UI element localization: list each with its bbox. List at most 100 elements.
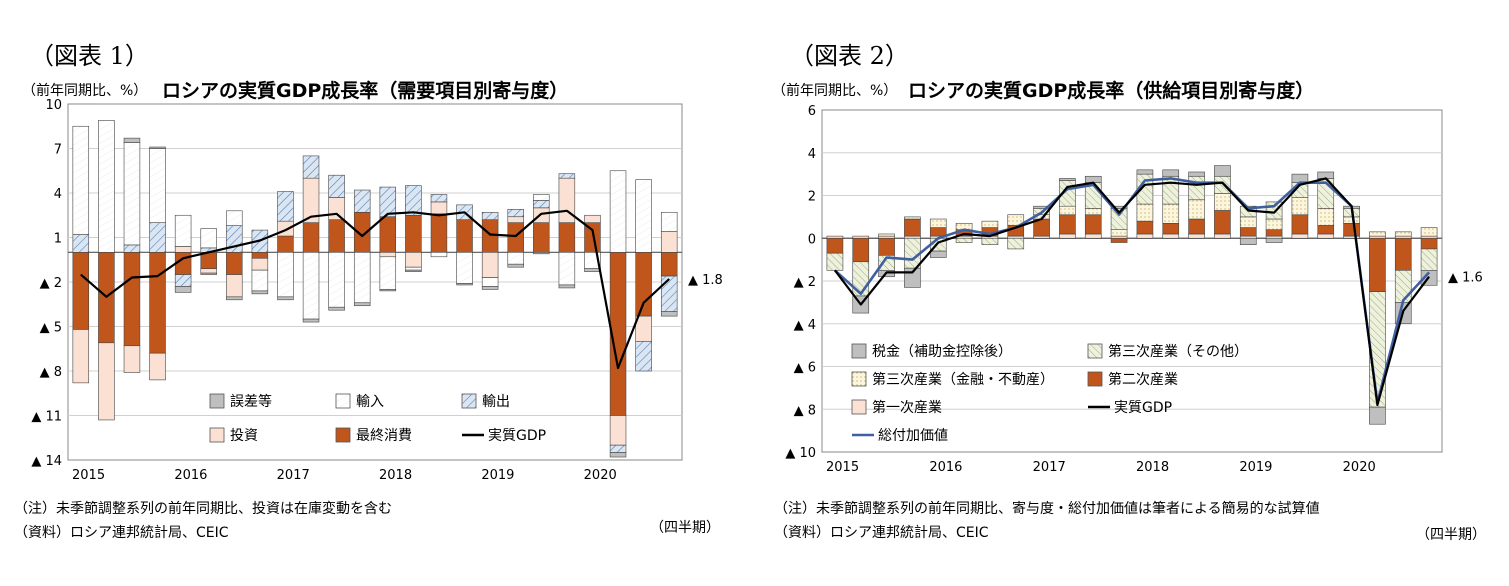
legend-label: 実質GDP	[488, 428, 546, 444]
bar-segment	[1214, 210, 1231, 235]
bar-segment	[1059, 214, 1076, 235]
bar-segment	[251, 252, 269, 259]
bar-segment	[660, 275, 678, 312]
bar-segment	[1136, 233, 1154, 239]
bar-segment	[405, 266, 422, 271]
bar-segment	[1162, 169, 1180, 177]
legend-label: 総付加価値	[878, 428, 948, 444]
bar-segment	[660, 211, 678, 232]
bar-segment	[123, 137, 141, 143]
y-tick-label: 1	[54, 232, 62, 247]
legend-swatch	[851, 399, 867, 415]
bar-segment	[405, 185, 422, 216]
bar-segment	[878, 235, 895, 239]
y-tick-label: ▲ 11	[31, 410, 62, 425]
bar-segment	[1162, 233, 1180, 239]
bar-segment	[1394, 231, 1412, 237]
bar-segment	[123, 252, 141, 347]
bar-segment	[660, 311, 678, 317]
bar-segment	[277, 252, 294, 298]
bar-segment	[904, 216, 921, 220]
bar-segment	[481, 219, 499, 253]
bar-segment	[149, 252, 166, 354]
bar-segment	[1136, 220, 1154, 235]
legend-swatch	[209, 427, 225, 443]
bar-segment	[955, 237, 973, 243]
gdp-line	[834, 177, 1430, 407]
bar-segment	[1188, 171, 1205, 177]
bar-segment	[1420, 227, 1438, 237]
legend-swatch	[461, 393, 477, 409]
legend-swatch	[1087, 371, 1103, 387]
bar-segment	[226, 252, 243, 275]
legend-label: 実質GDP	[1114, 400, 1172, 416]
bar-segment	[1007, 214, 1025, 226]
bar-segment	[1214, 175, 1231, 194]
bar-segment	[1265, 229, 1283, 237]
bar-segment	[1188, 199, 1205, 220]
bar-segment	[200, 268, 217, 274]
legend-swatch	[335, 427, 351, 443]
bar-segment	[379, 186, 397, 218]
bar-segment	[149, 148, 166, 223]
bar-segment	[98, 342, 115, 421]
bar-segment	[904, 235, 921, 239]
bar-segment	[584, 214, 601, 223]
legend-label: 最終消費	[356, 428, 412, 444]
y-tick-label: ▲ 14	[31, 454, 62, 469]
bar-segment	[558, 173, 576, 179]
chart-note: （注）未季節調整系列の前年同期比、寄与度・総付加価値は筆者による簡易的な試算値	[774, 501, 1320, 517]
x-tick-label: 2018	[1136, 460, 1169, 475]
x-axis-unit: （四半期）	[650, 520, 720, 536]
legend-label: 第二次産業	[1108, 371, 1178, 388]
bar-segment	[852, 235, 870, 239]
chart-title: ロシアの実質GDP成長率（需要項目別寄与度）	[162, 80, 569, 102]
legend-swatch	[851, 371, 867, 387]
y-tick-label: 4	[54, 187, 62, 202]
x-tick-label: 2015	[826, 460, 859, 475]
x-tick-label: 2020	[1343, 460, 1376, 475]
bar-segment	[302, 155, 320, 179]
bar-segment	[584, 268, 601, 272]
bar-segment	[904, 218, 921, 237]
legend-swatch	[851, 343, 867, 359]
bar-segment	[1420, 248, 1438, 271]
bar-segment	[72, 329, 90, 384]
bar-segment	[353, 252, 371, 304]
bar-segment	[226, 274, 243, 298]
bar-segment	[1136, 169, 1154, 175]
bar-segment	[904, 237, 921, 269]
bar-segment	[481, 286, 499, 290]
bar-segment	[405, 252, 422, 268]
bar-segment	[328, 306, 345, 311]
bar-segment	[1214, 233, 1231, 239]
bar-segment	[1214, 193, 1231, 211]
bar-segment	[1343, 216, 1360, 224]
x-tick-label: 2019	[481, 468, 514, 483]
bar-segment	[660, 231, 678, 253]
bar-segment	[72, 125, 90, 235]
bar-segment	[1291, 197, 1309, 216]
figure-label: （図表 2）	[790, 42, 909, 70]
bar-segment	[1059, 178, 1076, 181]
bar-segment	[1239, 235, 1257, 239]
y-axis-title: （前年同期比、%）	[772, 83, 898, 99]
bar-segment	[1188, 218, 1205, 235]
chart-title: ロシアの実質GDP成長率（供給項目別寄与度）	[908, 80, 1315, 102]
y-axis-title: （前年同期比、%）	[22, 83, 148, 99]
bar-segment	[533, 252, 550, 255]
bar-segment	[660, 252, 678, 277]
x-tick-label: 2020	[584, 468, 617, 483]
bar-segment	[1239, 216, 1257, 228]
bar-segment	[1420, 237, 1438, 250]
gdp-line	[80, 209, 670, 370]
bar-segment	[277, 296, 294, 301]
bar-segment	[1239, 227, 1257, 237]
bar-segment	[226, 210, 243, 226]
bar-segment	[609, 170, 627, 253]
legend: 税金（補助金控除後） 第三次産業（その他） 第三次産業（金融・不動産） 第二次産業第一…	[851, 343, 1248, 444]
bar-segment	[1369, 231, 1386, 237]
bar-segment	[405, 214, 422, 253]
bar-segment	[507, 216, 524, 223]
bar-segment	[353, 302, 371, 307]
